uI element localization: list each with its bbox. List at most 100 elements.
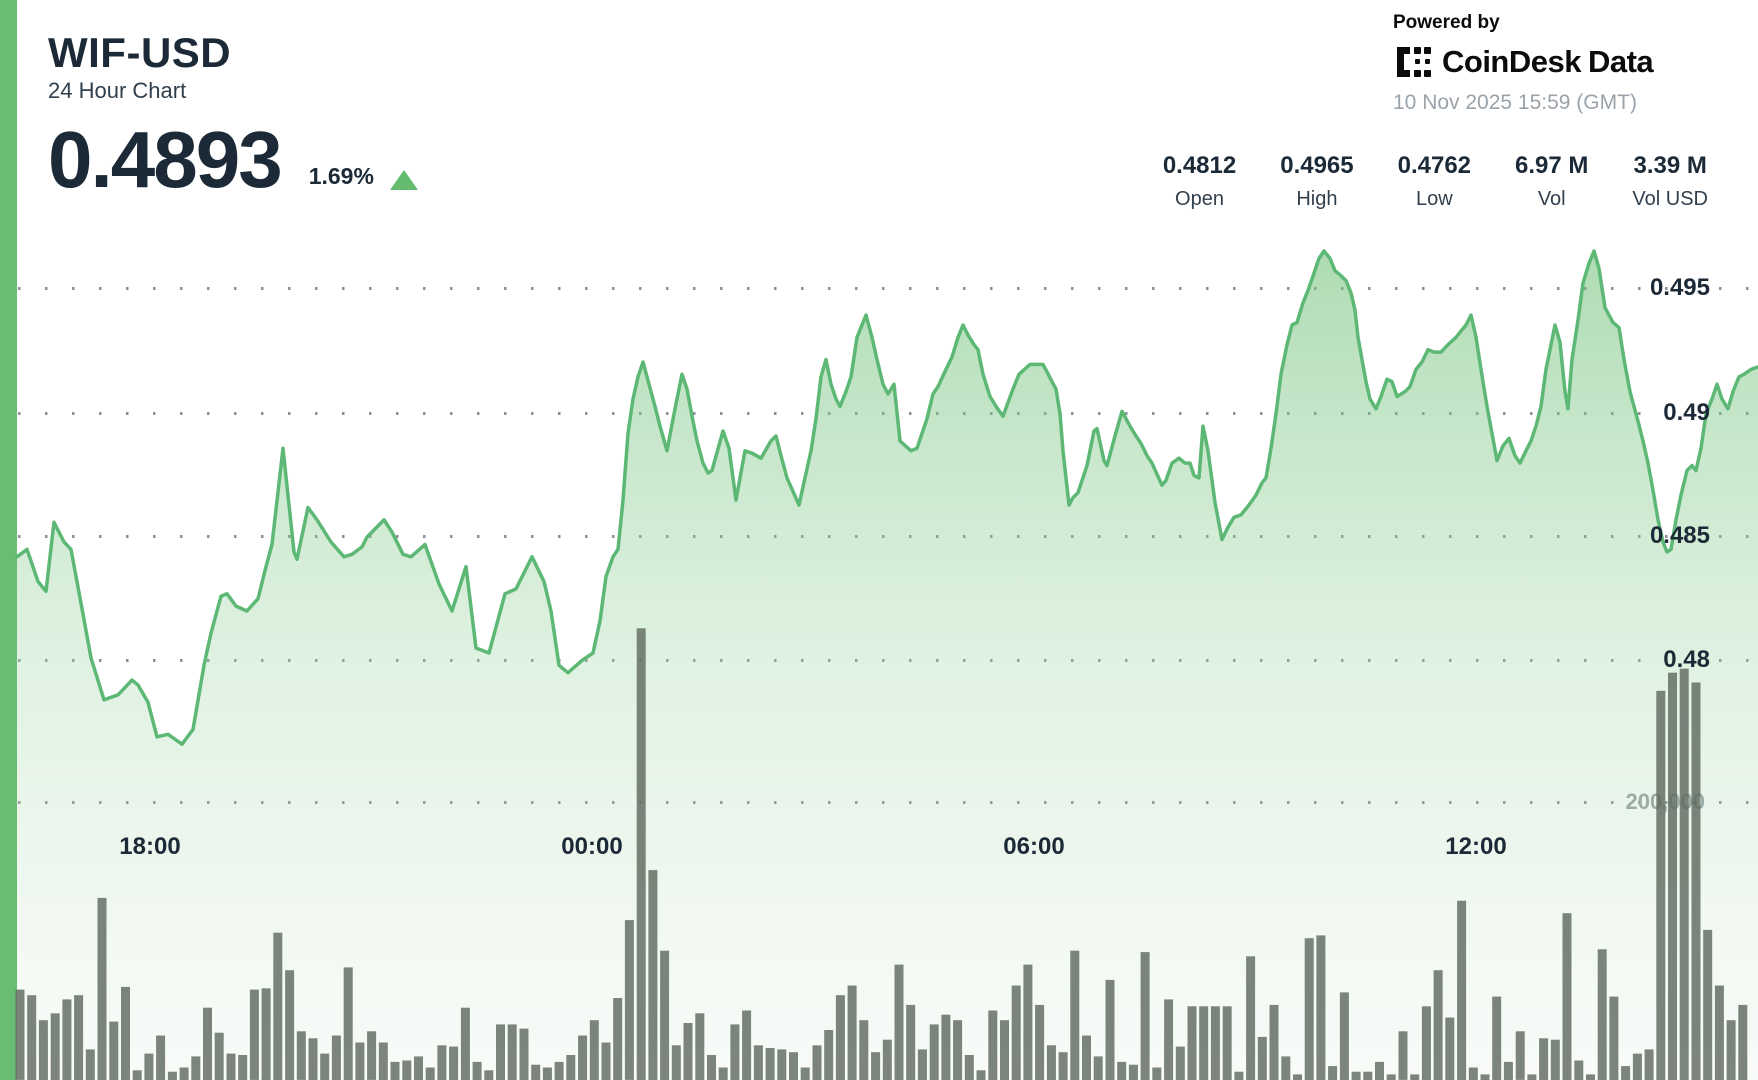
volume-bar: [1316, 935, 1326, 1080]
volume-bar: [1468, 1067, 1478, 1080]
brand-name-data: Data: [1587, 44, 1654, 79]
volume-bar: [367, 1031, 377, 1080]
volume-bar: [1363, 1071, 1373, 1080]
volume-bar: [249, 989, 259, 1080]
volume-bar: [191, 1056, 201, 1080]
volume-bar: [1410, 1074, 1420, 1080]
volume-bar: [285, 970, 295, 1080]
y-axis-price-label: 0.495: [1649, 274, 1710, 301]
volume-bar: [343, 967, 353, 1080]
volume-bar: [85, 1049, 95, 1080]
volume-bar: [1093, 1056, 1103, 1080]
volume-bar: [906, 1004, 916, 1080]
volume-bar: [144, 1053, 154, 1080]
volume-bar: [1222, 1006, 1232, 1080]
volume-bar: [320, 1053, 330, 1080]
volume-bar: [1550, 1039, 1560, 1080]
volume-bar: [296, 1031, 306, 1080]
stat-value: 6.97 M: [1515, 152, 1589, 179]
volume-bar: [636, 628, 646, 1080]
brand-name-coindesk: CoinDesk: [1442, 44, 1581, 79]
volume-bar: [507, 1024, 517, 1080]
volume-bar: [226, 1053, 236, 1080]
left-accent-bar: [0, 0, 17, 1080]
volume-bar: [917, 1049, 927, 1080]
stat-label: Low: [1415, 188, 1453, 210]
volume-bar: [1492, 996, 1502, 1080]
volume-bar: [1679, 668, 1689, 1080]
volume-bar: [390, 1061, 400, 1080]
volume-bar: [624, 920, 634, 1080]
volume-bar: [1035, 1004, 1045, 1080]
volume-bar: [542, 1067, 552, 1080]
last-price: 0.4893: [48, 115, 283, 205]
volume-bar: [871, 1052, 881, 1080]
volume-bar: [1386, 1074, 1396, 1080]
volume-bar: [1539, 1038, 1549, 1080]
volume-bar: [941, 1014, 951, 1080]
volume-bar: [1433, 970, 1443, 1080]
price-row: 0.4893 1.69%: [48, 115, 418, 205]
volume-bar: [355, 1042, 365, 1080]
y-axis-price-label: 0.49: [1663, 399, 1710, 426]
volume-bar: [753, 1045, 763, 1080]
volume-bar: [1070, 950, 1080, 1080]
volume-bar: [214, 1032, 224, 1080]
volume-bar: [601, 1042, 611, 1080]
volume-bar: [331, 1035, 341, 1080]
volume-bar: [1375, 1061, 1384, 1080]
x-axis-time-label: 12:00: [1445, 833, 1507, 860]
volume-bar: [589, 1020, 599, 1080]
volume-bar: [1011, 985, 1021, 1080]
volume-bar: [1199, 1006, 1209, 1080]
price-line: [15, 249, 1758, 746]
volume-bar: [613, 998, 623, 1080]
stat-label: High: [1296, 188, 1338, 210]
volume-bar: [718, 1067, 728, 1080]
stat-vol: 6.97 M Vol: [1515, 152, 1588, 211]
price-area-fill: [17, 251, 1758, 1080]
volume-bar: [97, 897, 107, 1080]
volume-bar: [1210, 1006, 1220, 1080]
stat-label: Vol USD: [1632, 188, 1708, 210]
volume-bar: [1175, 1046, 1185, 1080]
volume-bar: [1656, 690, 1666, 1080]
volume-bar: [800, 1067, 810, 1080]
stat-vol-usd: 3.39 M Vol USD: [1632, 152, 1708, 211]
powered-by-block: Powered by CoinDesk Data 10 Nov 2025 15:…: [1393, 12, 1708, 115]
volume-bar: [882, 1039, 892, 1080]
volume-bar: [742, 1010, 752, 1080]
coindesk-logo: CoinDesk Data: [1393, 42, 1708, 82]
volume-bar: [425, 1067, 435, 1080]
volume-bar: [707, 1055, 716, 1080]
volume-bar: [1609, 996, 1619, 1080]
volume-bar: [566, 1055, 576, 1080]
volume-bar: [894, 964, 904, 1080]
volume-bar: [859, 1020, 869, 1080]
volume-bar: [1105, 979, 1115, 1080]
volume-bar: [156, 1035, 166, 1080]
volume-bar: [109, 1021, 119, 1080]
header: WIF-USD 24 Hour Chart 0.4893 1.69%: [48, 29, 418, 205]
stat-low: 0.4762 Low: [1398, 152, 1471, 211]
volume-bar: [273, 932, 283, 1080]
coindesk-logo-icon: [1397, 47, 1431, 77]
volume-bar: [1117, 1061, 1127, 1080]
volume-bar: [976, 1070, 986, 1080]
volume-bar: [1164, 999, 1174, 1080]
page-title: WIF-USD: [48, 29, 232, 76]
volume-bar: [179, 1067, 189, 1080]
volume-bar: [765, 1048, 775, 1080]
volume-bar: [578, 1035, 588, 1080]
volume-bar: [1257, 1036, 1267, 1080]
volume-bar: [730, 1024, 740, 1080]
volume-bar: [1000, 1020, 1009, 1080]
volume-bar: [1140, 952, 1150, 1080]
volume-bar: [519, 1028, 529, 1080]
volume-bar: [648, 870, 658, 1080]
volume-bar: [1339, 992, 1349, 1080]
stat-label: Open: [1175, 188, 1224, 210]
